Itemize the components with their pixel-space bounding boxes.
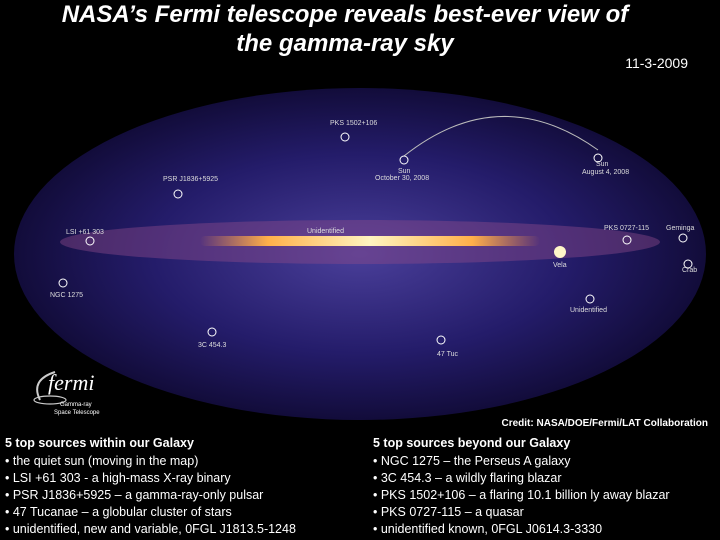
sun-path [403, 116, 599, 157]
map-label: Crab [682, 267, 697, 274]
credit: Credit: NASA/DOE/Fermi/LAT Collaboration [502, 418, 709, 429]
map-label: 47 Tuc [437, 351, 459, 358]
source-marker [683, 259, 693, 269]
column-heading: 5 top sources beyond our Galaxy [373, 436, 570, 450]
column-item: • the quiet sun (moving in the map) [5, 454, 198, 468]
column-item: • NGC 1275 – the Perseus A galaxy [373, 454, 571, 468]
vela-source [554, 246, 566, 258]
source-marker [622, 235, 632, 245]
date: 11-3-2009 [625, 55, 688, 71]
column-item: • unidentified, new and variable, 0FGL J… [5, 522, 296, 536]
column-item: • LSI +61 303 - a high-mass X-ray binary [5, 471, 231, 485]
source-marker [436, 335, 446, 345]
column-item: • unidentified known, 0FGL J0614.3-3330 [373, 522, 602, 536]
logo-subtitle: Space Telescope [54, 410, 100, 416]
galactic-plane [200, 236, 540, 246]
column-item: • PKS 0727-115 – a quasar [373, 505, 524, 519]
column-item: • PKS 1502+106 – a flaring 10.1 billion … [373, 488, 670, 502]
column-item: • 3C 454.3 – a wildly flaring blazar [373, 471, 562, 485]
source-marker [207, 327, 217, 337]
map-label: Geminga [666, 225, 695, 232]
logo-subtitle: Gamma-ray [60, 402, 92, 408]
map-label: October 30, 2008 [375, 175, 429, 182]
source-marker [58, 278, 68, 288]
logo-name: fermi [48, 370, 94, 395]
map-label: 3C 454.3 [198, 342, 227, 349]
source-marker [85, 236, 95, 246]
source-marker [340, 132, 350, 142]
map-label: Unidentified [570, 307, 607, 314]
source-marker [585, 294, 595, 304]
map-label: PSR J1836+5925 [163, 176, 218, 183]
map-label: PKS 0727-115 [604, 225, 649, 232]
fermi-logo: fermi Gamma-ray Space Telescope [33, 370, 100, 416]
map-label: PKS 1502+106 [330, 120, 377, 127]
map-label: NGC 1275 [50, 292, 83, 299]
map-label: August 4, 2008 [582, 169, 629, 176]
source-marker [593, 153, 603, 163]
sky-map [14, 88, 706, 420]
title-line: the gamma-ray sky [236, 30, 455, 57]
column-heading: 5 top sources within our Galaxy [5, 436, 194, 450]
map-label: LSI +61 303 [66, 229, 104, 236]
map-label: Unidentified [307, 228, 344, 235]
title-line: NASA’s Fermi telescope reveals best-ever… [62, 1, 631, 28]
column-item: • 47 Tucanae – a globular cluster of sta… [5, 505, 232, 519]
column-item: • PSR J1836+5925 – a gamma-ray-only puls… [5, 488, 263, 502]
map-label: Vela [553, 262, 567, 269]
source-marker [678, 233, 688, 243]
source-marker [399, 155, 409, 165]
source-marker [173, 189, 183, 199]
map-label: Sun [596, 161, 609, 168]
map-label: Sun [398, 168, 411, 175]
